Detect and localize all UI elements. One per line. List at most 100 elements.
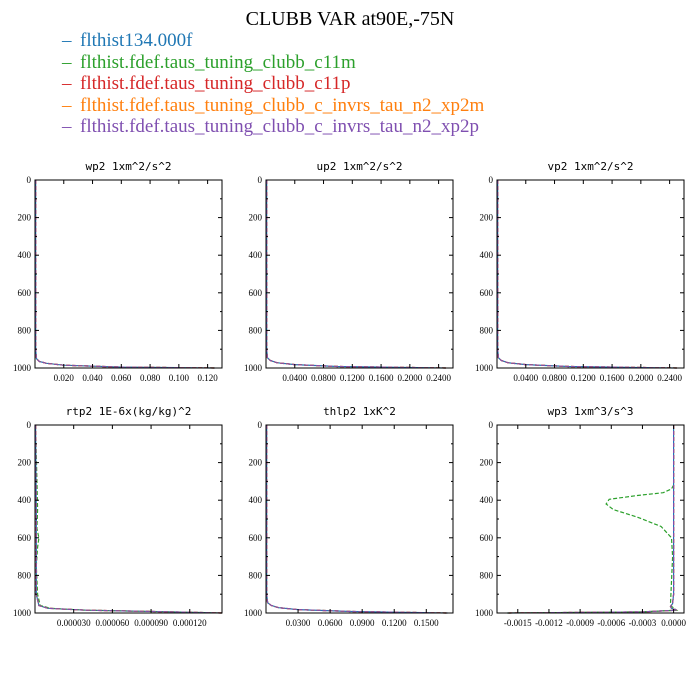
plot-frame: [496, 179, 685, 369]
x-tick-label: 0.1200: [382, 618, 407, 628]
plot-frame: [496, 424, 685, 614]
legend-swatch: –: [62, 51, 72, 73]
chart-panel: vp2 1xm^2/s^2 0 200 400 600 800 1000 0.0400 0.08…: [475, 160, 685, 383]
y-tick-label: 1000: [244, 608, 263, 618]
y-tick-label: 0: [258, 420, 263, 430]
series-line: [497, 180, 677, 369]
series-line: [507, 425, 677, 614]
x-tick-label: -0.0009: [566, 618, 594, 628]
series-line: [507, 425, 677, 614]
y-tick-label: 600: [18, 288, 32, 298]
series-line: [266, 425, 448, 614]
x-tick-label: 0.000090: [134, 618, 168, 628]
x-tick-label: 0.0800: [311, 373, 336, 383]
series-line: [507, 425, 677, 614]
legend-item: – flthist.fdef.taus_tuning_clubb_c_invrs_…: [62, 116, 484, 138]
x-tick-label: 0.000030: [57, 618, 91, 628]
chart-panel: rtp2 1E-6x(kg/kg)^2 0 200 400 600 800 1000 0.00…: [13, 405, 223, 628]
y-tick-label: 600: [249, 533, 263, 543]
y-tick-label: 1000: [13, 608, 32, 618]
x-tick-label: 0.2000: [397, 373, 422, 383]
y-tick-label: 0: [27, 420, 32, 430]
x-tick-label: 0.2400: [426, 373, 451, 383]
y-tick-label: 400: [480, 250, 494, 260]
x-tick-label: 0.120: [197, 373, 218, 383]
panel-title: vp2 1xm^2/s^2: [547, 160, 633, 173]
y-tick-label: 600: [480, 288, 494, 298]
series-line: [266, 180, 446, 369]
y-tick-label: 400: [18, 250, 32, 260]
series-line: [266, 180, 446, 369]
series-line: [35, 424, 223, 614]
x-tick-label: 0.1200: [340, 373, 365, 383]
legend-swatch: –: [62, 116, 72, 137]
chart-title: CLUBB VAR at90E,-75N: [245, 8, 455, 30]
x-tick-label: 0.0600: [318, 618, 343, 628]
y-tick-label: 800: [18, 325, 32, 335]
y-tick-label: 200: [480, 213, 494, 223]
y-tick-label: 800: [249, 325, 263, 335]
legend-swatch: –: [62, 30, 72, 51]
x-tick-label: 0.0000: [661, 618, 686, 628]
series-line: [497, 180, 677, 369]
x-tick-label: -0.0012: [535, 618, 563, 628]
series-line: [35, 180, 215, 369]
series-line: [266, 425, 448, 614]
legend-label: flthist134.000f: [80, 30, 193, 51]
plot-frame: [34, 424, 223, 614]
legend-swatch: –: [62, 94, 72, 116]
x-tick-label: -0.0006: [597, 618, 625, 628]
series-line: [266, 425, 448, 614]
series-line: [266, 180, 446, 369]
x-tick-label: 0.000060: [96, 618, 130, 628]
x-tick-label: 0.0300: [286, 618, 311, 628]
series-line: [497, 180, 677, 369]
y-tick-label: 800: [249, 570, 263, 580]
y-tick-label: 400: [480, 495, 494, 505]
x-tick-label: 0.040: [82, 373, 103, 383]
y-tick-label: 1000: [13, 363, 32, 373]
series-line: [35, 424, 223, 614]
x-tick-label: 0.1500: [414, 618, 439, 628]
series-line: [507, 425, 677, 614]
panel-title: rtp2 1E-6x(kg/kg)^2: [66, 405, 192, 418]
legend: – flthist134.000f – flthist.fdef.taus_tuni…: [62, 30, 484, 138]
panel-title: wp3 1xm^3/s^3: [547, 405, 633, 418]
chart-panel: up2 1xm^2/s^2 0 200 400 600 800 1000 0.0400 0.08…: [244, 160, 454, 383]
series-line: [497, 180, 677, 369]
series-line: [266, 180, 446, 369]
x-tick-label: 0.2400: [657, 373, 682, 383]
x-tick-label: 0.060: [111, 373, 132, 383]
series-line: [35, 180, 215, 369]
legend-label: flthist.fdef.taus_tuning_clubb_c_invrs_t…: [80, 116, 479, 137]
x-tick-label: 0.0400: [513, 373, 538, 383]
y-tick-label: 800: [480, 325, 494, 335]
y-tick-label: 200: [18, 213, 32, 223]
series-line: [497, 180, 677, 369]
y-tick-label: 0: [489, 175, 494, 185]
y-tick-label: 200: [249, 213, 263, 223]
y-tick-label: 0: [258, 175, 263, 185]
y-tick-label: 400: [249, 495, 263, 505]
y-tick-label: 400: [18, 495, 32, 505]
legend-label: flthist.fdef.taus_tuning_clubb_c11p: [80, 73, 351, 94]
plot-frame: [34, 179, 223, 369]
y-tick-label: 1000: [475, 608, 494, 618]
series-line: [507, 425, 679, 614]
y-tick-label: 200: [480, 458, 494, 468]
x-tick-label: 0.1600: [600, 373, 625, 383]
legend-item: – flthist.fdef.taus_tuning_clubb_c_invrs_…: [62, 95, 484, 117]
series-line: [35, 424, 223, 614]
y-tick-label: 1000: [475, 363, 494, 373]
panel-title: wp2 1xm^2/s^2: [85, 160, 171, 173]
chart-panel: thlp2 1xK^2 0 200 400 600 800 1000 0.0300 0.0600…: [244, 405, 454, 628]
panel-title: up2 1xm^2/s^2: [316, 160, 402, 173]
x-tick-label: 0.0800: [542, 373, 567, 383]
y-tick-label: 1000: [244, 363, 263, 373]
plot-frame: [265, 179, 454, 369]
y-tick-label: 600: [249, 288, 263, 298]
y-tick-label: 800: [480, 570, 494, 580]
x-tick-label: 0.080: [140, 373, 161, 383]
x-tick-label: 0.1200: [571, 373, 596, 383]
